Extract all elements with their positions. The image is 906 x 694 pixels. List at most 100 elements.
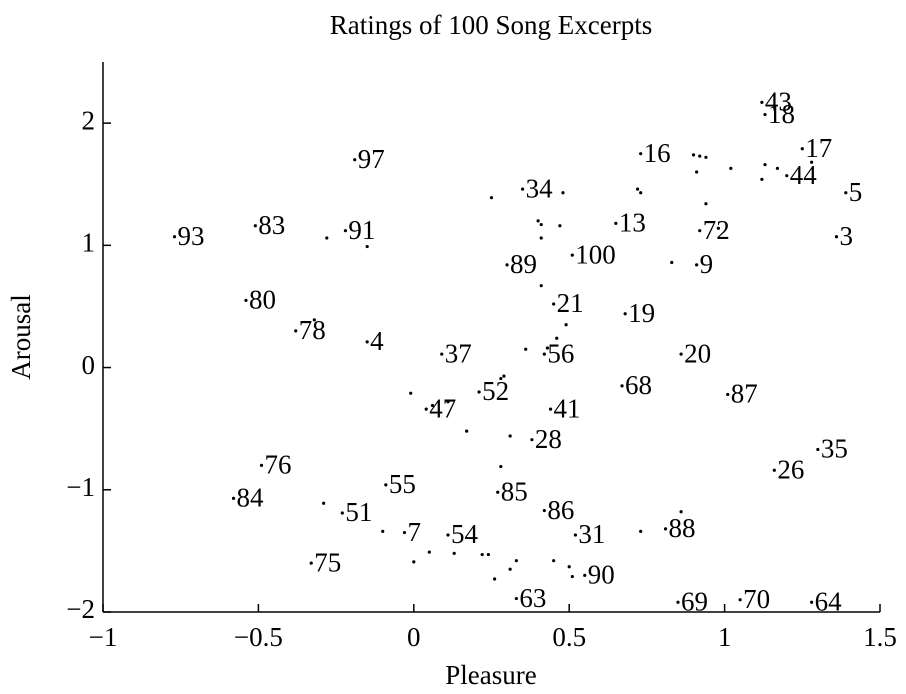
point-label: 86 xyxy=(547,495,574,525)
point xyxy=(816,447,820,452)
point xyxy=(539,236,543,240)
x-tick-label: 0 xyxy=(407,622,421,652)
point xyxy=(520,187,525,191)
point xyxy=(539,222,543,227)
x-tick-label: 0.5 xyxy=(552,622,586,652)
point xyxy=(427,550,431,554)
point xyxy=(499,376,503,381)
point-label: 89 xyxy=(510,249,537,279)
point xyxy=(760,177,764,181)
point xyxy=(536,219,540,223)
point-label: 56 xyxy=(547,338,574,368)
point xyxy=(548,407,553,411)
point xyxy=(785,174,789,178)
point xyxy=(810,600,814,604)
y-tick-label: −1 xyxy=(66,472,95,502)
point xyxy=(309,561,313,565)
point xyxy=(564,323,568,327)
point-label: 26 xyxy=(777,454,804,484)
point xyxy=(244,298,248,302)
point xyxy=(639,191,643,195)
point-label: 83 xyxy=(258,210,285,240)
point-label: 18 xyxy=(768,99,795,129)
point xyxy=(542,508,546,513)
point xyxy=(726,392,730,397)
point-label: 52 xyxy=(482,376,509,406)
point-label: 41 xyxy=(554,393,581,423)
point xyxy=(772,468,776,472)
point xyxy=(698,229,702,233)
point-label: 31 xyxy=(578,519,605,549)
point xyxy=(775,166,780,170)
point xyxy=(620,384,624,388)
point-label: 47 xyxy=(429,393,456,423)
point xyxy=(365,340,369,344)
point xyxy=(381,529,385,533)
point xyxy=(573,533,578,537)
point xyxy=(384,483,388,487)
point-label: 28 xyxy=(535,424,562,454)
point xyxy=(312,318,316,322)
point xyxy=(834,235,839,239)
point-label: 35 xyxy=(821,434,848,464)
point-label: 55 xyxy=(389,469,416,499)
point-label: 44 xyxy=(790,160,818,190)
point xyxy=(402,530,407,535)
point xyxy=(294,329,298,333)
point-label: 20 xyxy=(684,338,711,368)
point xyxy=(231,496,236,500)
x-tick-label: −0.5 xyxy=(234,622,283,652)
point xyxy=(539,284,543,288)
point xyxy=(365,244,369,249)
point xyxy=(489,196,494,200)
point xyxy=(639,152,643,156)
point-label: 68 xyxy=(625,370,652,400)
point xyxy=(695,263,699,267)
point-label: 80 xyxy=(249,285,276,315)
point xyxy=(561,191,565,195)
point xyxy=(676,600,680,604)
point-label: 51 xyxy=(345,497,372,527)
point-label: 91 xyxy=(348,215,375,245)
point xyxy=(340,511,344,515)
point-label: 88 xyxy=(669,513,696,543)
point-label: 97 xyxy=(358,144,385,174)
point xyxy=(505,263,509,267)
point xyxy=(691,153,696,157)
x-tick-label: 1.5 xyxy=(863,622,897,652)
point xyxy=(508,434,512,438)
point xyxy=(343,229,348,233)
point-label: 70 xyxy=(743,584,770,614)
point-label: 54 xyxy=(451,519,479,549)
y-tick-label: 0 xyxy=(82,350,96,380)
point xyxy=(446,400,450,404)
point xyxy=(530,438,534,442)
point xyxy=(844,191,848,195)
point xyxy=(614,221,618,225)
point xyxy=(424,407,428,411)
point-label: 3 xyxy=(839,221,853,251)
point xyxy=(542,352,546,356)
point xyxy=(583,573,587,577)
point-label: 5 xyxy=(849,177,863,207)
x-tick-label: 1 xyxy=(718,622,732,652)
point xyxy=(679,510,683,514)
point xyxy=(670,260,674,265)
point xyxy=(499,464,503,469)
point xyxy=(496,490,500,494)
point xyxy=(570,253,574,257)
point-label: 7 xyxy=(407,517,421,547)
point xyxy=(704,155,708,159)
point xyxy=(567,565,571,569)
point xyxy=(480,552,484,557)
point xyxy=(698,154,702,158)
y-axis-label: Arousal xyxy=(6,294,36,379)
point-label: 78 xyxy=(299,315,326,345)
point-label: 90 xyxy=(588,560,615,590)
point-label: 85 xyxy=(501,476,528,506)
point xyxy=(810,160,814,164)
point xyxy=(514,596,518,601)
point xyxy=(446,533,450,537)
point xyxy=(486,552,490,557)
